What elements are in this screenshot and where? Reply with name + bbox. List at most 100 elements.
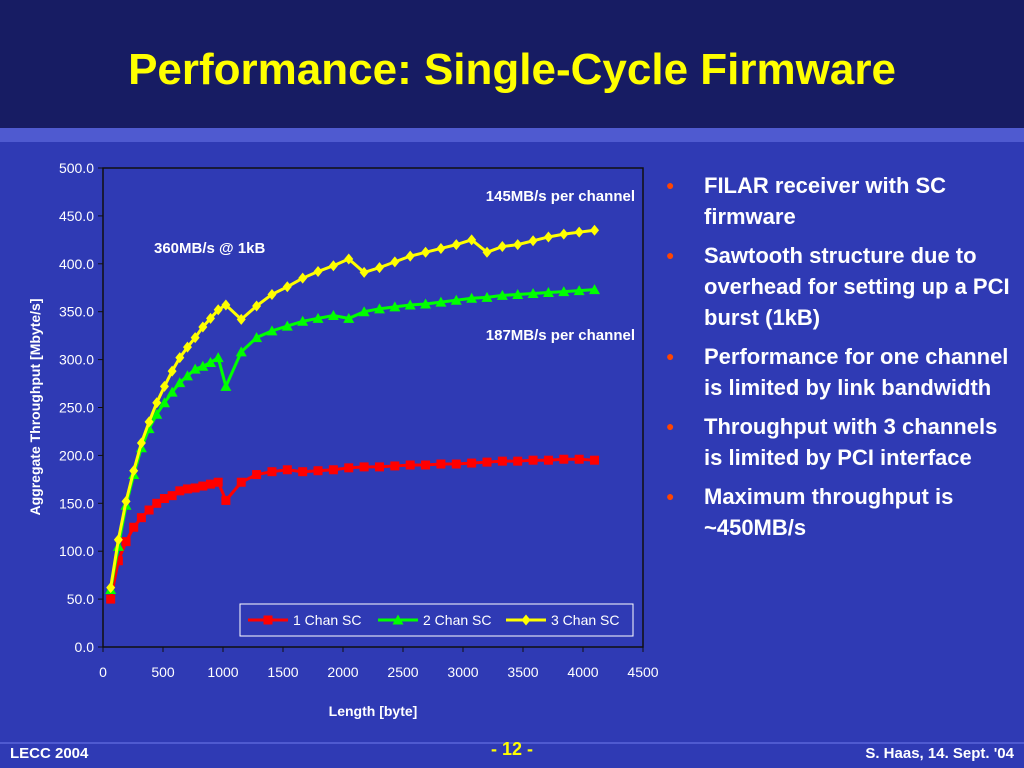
data-point bbox=[251, 332, 263, 343]
y-tick-label: 250.0 bbox=[59, 400, 94, 416]
data-point bbox=[151, 408, 163, 419]
bullet-item: ● Performance for one channel is limited … bbox=[662, 341, 1012, 403]
title-bar bbox=[0, 0, 1024, 128]
footer-divider bbox=[0, 742, 1024, 744]
series-1 bbox=[106, 454, 600, 604]
series-line bbox=[109, 288, 595, 590]
data-point bbox=[528, 235, 538, 247]
data-point bbox=[121, 495, 131, 507]
data-point bbox=[298, 467, 308, 477]
data-point bbox=[543, 231, 553, 243]
throughput-chart: 0.0 50.0 100.0 150.0 200.0 250.0 300.0 350.0 400… bbox=[27, 160, 659, 719]
data-point bbox=[159, 494, 169, 504]
data-point bbox=[267, 467, 277, 477]
x-axis-label: Length [byte] bbox=[329, 703, 418, 719]
data-point bbox=[152, 498, 162, 508]
data-point bbox=[113, 534, 123, 546]
data-point bbox=[198, 321, 208, 333]
data-point bbox=[327, 310, 339, 321]
annotation-360: 360MB/s @ 1kB bbox=[154, 240, 266, 257]
data-point bbox=[252, 300, 262, 312]
data-point bbox=[152, 397, 162, 409]
footer-conference: LECC 2004 bbox=[10, 745, 89, 762]
data-point bbox=[167, 365, 177, 377]
data-point bbox=[390, 461, 400, 471]
data-point bbox=[574, 226, 584, 238]
data-point bbox=[497, 456, 507, 466]
data-point bbox=[313, 466, 323, 476]
data-point bbox=[420, 298, 432, 309]
data-point bbox=[513, 239, 523, 251]
bullet-dot-icon: ● bbox=[666, 247, 675, 263]
legend-marker bbox=[392, 614, 404, 625]
data-point bbox=[450, 294, 462, 305]
data-point bbox=[190, 483, 200, 493]
y-tick-label: 350.0 bbox=[59, 304, 94, 320]
data-point bbox=[528, 455, 538, 465]
data-point bbox=[590, 455, 600, 465]
data-point bbox=[129, 522, 139, 532]
bullet-text: Throughput with 3 channels is limited by… bbox=[704, 414, 998, 470]
data-point bbox=[197, 360, 209, 371]
y-axis-ticks: 0.0 50.0 100.0 150.0 200.0 250.0 300.0 350.0 400… bbox=[59, 160, 103, 655]
data-point bbox=[159, 380, 169, 392]
data-point bbox=[389, 301, 401, 312]
data-point bbox=[328, 260, 338, 272]
data-point bbox=[113, 556, 123, 566]
x-tick-label: 1500 bbox=[267, 664, 298, 680]
data-point bbox=[212, 352, 224, 363]
bullet-dot-icon: ● bbox=[666, 177, 675, 193]
bullet-text: FILAR receiver with SC firmware bbox=[704, 173, 947, 229]
x-tick-label: 4000 bbox=[567, 664, 598, 680]
data-point bbox=[559, 228, 569, 240]
data-point bbox=[298, 272, 308, 284]
data-point bbox=[436, 242, 446, 254]
data-point bbox=[481, 291, 493, 302]
data-point bbox=[198, 481, 208, 491]
data-point bbox=[405, 250, 415, 262]
data-point bbox=[106, 594, 116, 604]
data-point bbox=[482, 457, 492, 467]
data-point bbox=[343, 312, 355, 323]
y-tick-label: 100.0 bbox=[59, 543, 94, 559]
x-tick-label: 4500 bbox=[627, 664, 658, 680]
title-stripe bbox=[0, 128, 1024, 142]
data-point bbox=[573, 285, 585, 296]
data-point bbox=[213, 304, 223, 316]
footer-author-date: S. Haas, 14. Sept. '04 bbox=[865, 745, 1014, 762]
y-tick-label: 50.0 bbox=[67, 591, 94, 607]
legend-marker bbox=[263, 615, 273, 625]
data-point bbox=[144, 416, 154, 428]
plot-area bbox=[102, 167, 644, 648]
y-axis-label: Aggregate Throughput [Mbyte/s] bbox=[27, 299, 43, 516]
data-point bbox=[543, 455, 553, 465]
data-point bbox=[513, 456, 523, 466]
x-tick-label: 1000 bbox=[207, 664, 238, 680]
data-point bbox=[121, 537, 131, 547]
data-point bbox=[106, 582, 116, 594]
bullet-text: Performance for one channel is limited b… bbox=[704, 344, 1009, 400]
data-point bbox=[136, 437, 146, 449]
data-point bbox=[390, 256, 400, 268]
data-point bbox=[181, 370, 193, 381]
data-point bbox=[451, 239, 461, 251]
y-tick-label: 400.0 bbox=[59, 256, 94, 272]
data-point bbox=[496, 289, 508, 300]
data-point bbox=[221, 299, 231, 311]
data-point bbox=[467, 458, 477, 468]
data-point bbox=[220, 380, 232, 391]
data-point bbox=[466, 292, 478, 303]
data-point bbox=[205, 356, 217, 367]
footer-page-number: - 12 - bbox=[490, 739, 533, 759]
x-tick-label: 3500 bbox=[507, 664, 538, 680]
data-point bbox=[282, 281, 292, 293]
series-3 bbox=[106, 224, 600, 594]
bullet-item: ● Sawtooth structure due to overhead for … bbox=[662, 240, 1012, 333]
legend-box bbox=[239, 603, 634, 637]
data-point bbox=[558, 286, 570, 297]
data-point bbox=[497, 241, 507, 253]
data-point bbox=[236, 477, 246, 487]
data-point bbox=[282, 465, 292, 475]
bullet-item: ● Maximum throughput is ~450MB/s bbox=[662, 481, 1012, 543]
data-point bbox=[312, 312, 324, 323]
